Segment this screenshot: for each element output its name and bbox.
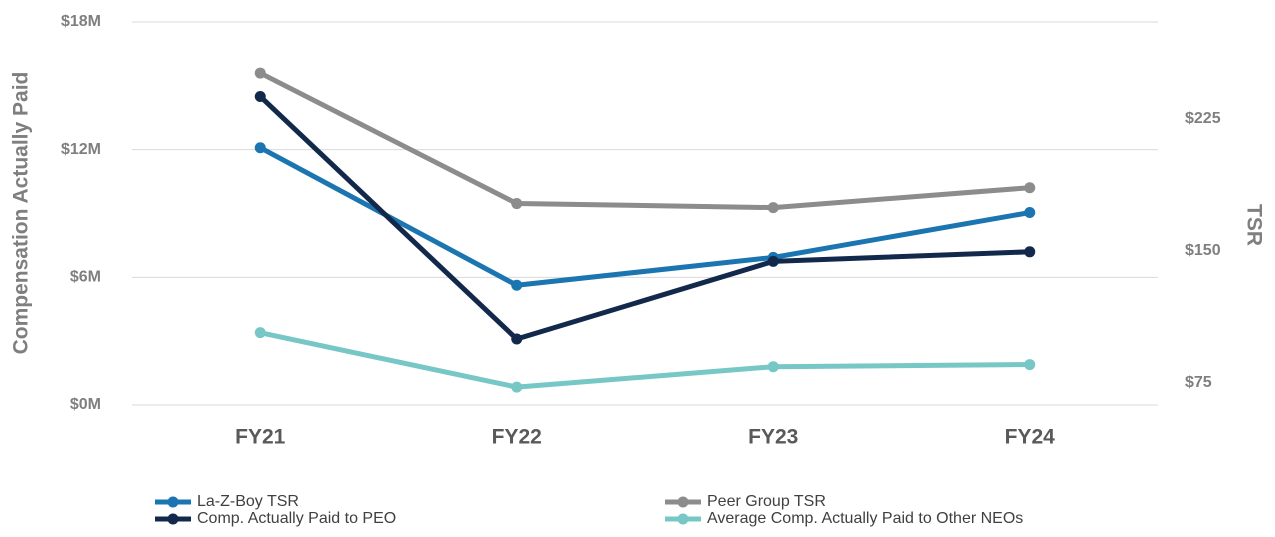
x-tick-label: FY22 [492, 426, 542, 449]
point [511, 198, 523, 210]
legend-label: La-Z-Boy TSR [197, 493, 299, 510]
series-line [259, 330, 1030, 390]
y2-tick-label: $150 [1185, 242, 1221, 259]
point [511, 381, 523, 393]
y2-tick-label: $225 [1185, 110, 1221, 127]
point [1024, 182, 1036, 194]
series-line [259, 70, 1030, 211]
point [511, 333, 523, 345]
y-tick-label: $12M [61, 141, 101, 158]
point [1024, 207, 1036, 219]
legend-marker [677, 513, 689, 525]
point [767, 255, 779, 267]
point [254, 90, 266, 102]
legend-label: Average Comp. Actually Paid to Other NEO… [707, 510, 1023, 527]
point [767, 361, 779, 373]
y-tick-label: $0M [70, 396, 101, 413]
legend-label: Comp. Actually Paid to PEO [197, 510, 396, 527]
point [767, 202, 779, 214]
point [1024, 246, 1036, 258]
x-tick-label: FY23 [748, 426, 798, 449]
x-tick-label: FY21 [235, 426, 286, 449]
y-axis-label: Compensation Actually Paid [10, 72, 33, 355]
x-tick-label: FY24 [1005, 426, 1056, 449]
y2-tick-label: $75 [1185, 374, 1212, 391]
y-tick-label: $6M [70, 269, 101, 286]
series-line [258, 94, 1030, 342]
y-tick-label: $18M [61, 13, 101, 30]
legend-marker [167, 496, 179, 508]
legend-marker [677, 496, 689, 508]
point [254, 142, 266, 154]
legend-label: Peer Group TSR [707, 493, 826, 510]
legend-marker [167, 513, 179, 525]
point [1024, 359, 1036, 371]
point [254, 67, 266, 79]
point [511, 279, 523, 291]
y2-axis-label: TSR [1242, 204, 1265, 246]
series-line [259, 145, 1031, 288]
point [254, 327, 266, 339]
